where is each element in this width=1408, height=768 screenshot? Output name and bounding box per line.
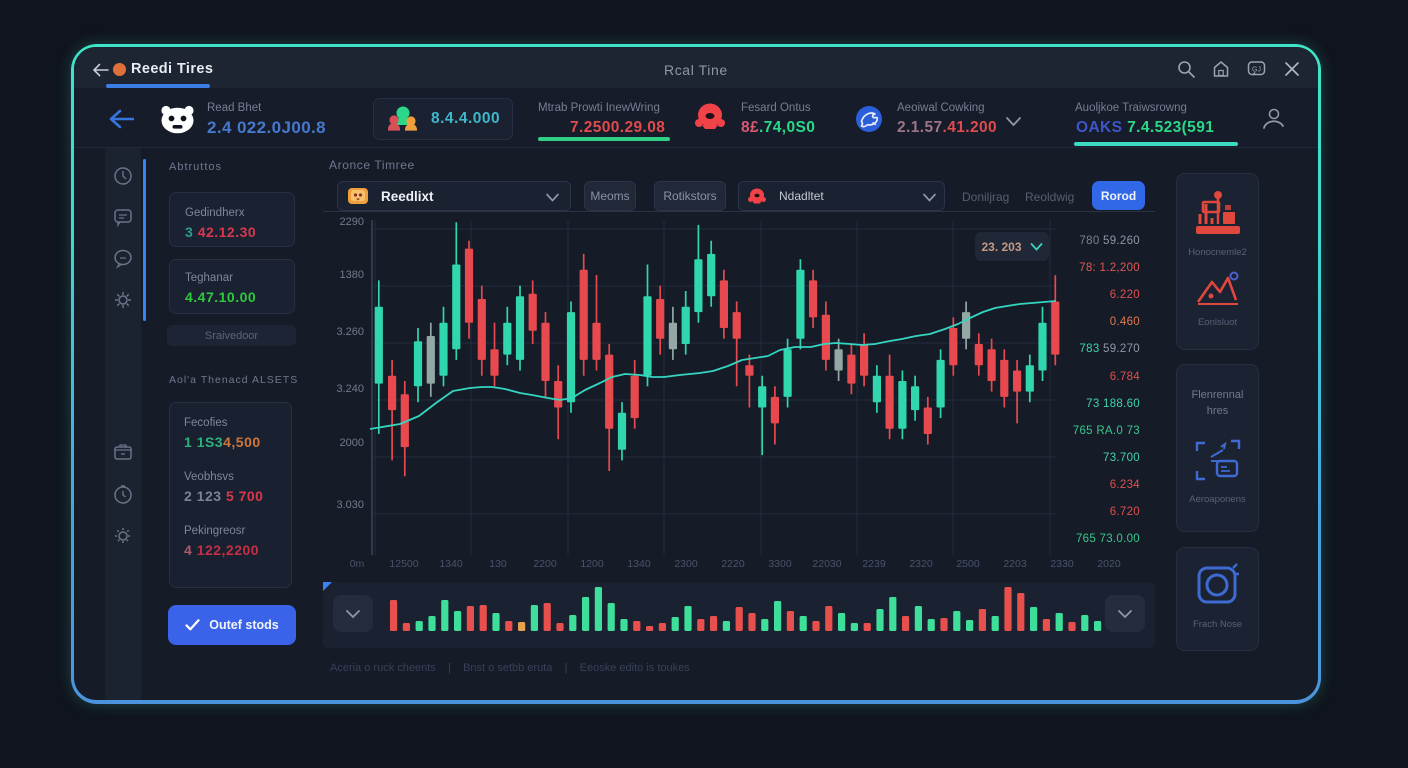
svg-text:GJ: GJ (1252, 67, 1261, 74)
